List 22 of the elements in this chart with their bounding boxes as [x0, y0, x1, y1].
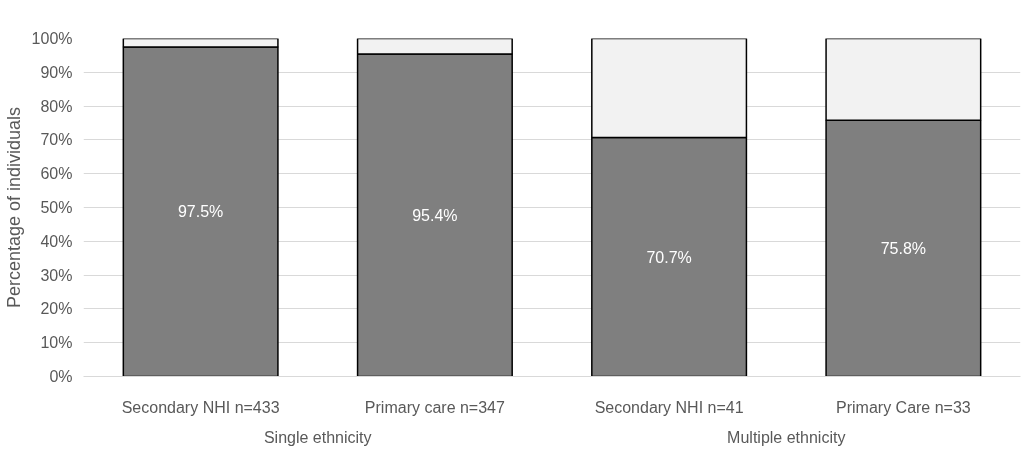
y-tick-label: 0%: [49, 368, 73, 385]
y-tick-label: 20%: [40, 300, 73, 318]
y-tick-label: 10%: [40, 334, 73, 352]
y-tick-label: 90%: [40, 63, 73, 81]
data-label: 95.4%: [412, 206, 458, 224]
data-label: 70.7%: [646, 248, 692, 266]
x-tick-label: Secondary NHI n=41: [594, 398, 744, 416]
data-label: 97.5%: [177, 203, 224, 221]
y-tick-label: 100%: [31, 30, 73, 47]
y-tick-label: 40%: [40, 232, 73, 250]
y-tick-label: 80%: [40, 97, 73, 115]
text: Multiple ethnicity: [727, 428, 846, 446]
x-tick-label: Primary Care n=33: [836, 398, 971, 416]
x-tick-label: Primary care n=347: [364, 398, 506, 416]
y-tick-label: 60%: [40, 165, 73, 183]
data-label: 75.8%: [880, 239, 927, 257]
x-tick-label: Secondary NHI n=433: [121, 398, 280, 416]
y-tick-label: 70%: [40, 131, 73, 149]
y-tick-label: 30%: [40, 266, 73, 284]
text: Single ethnicity: [263, 428, 372, 446]
y-tick-label: 50%: [40, 199, 73, 216]
y-axis-title: Percentage of individuals: [3, 106, 24, 309]
